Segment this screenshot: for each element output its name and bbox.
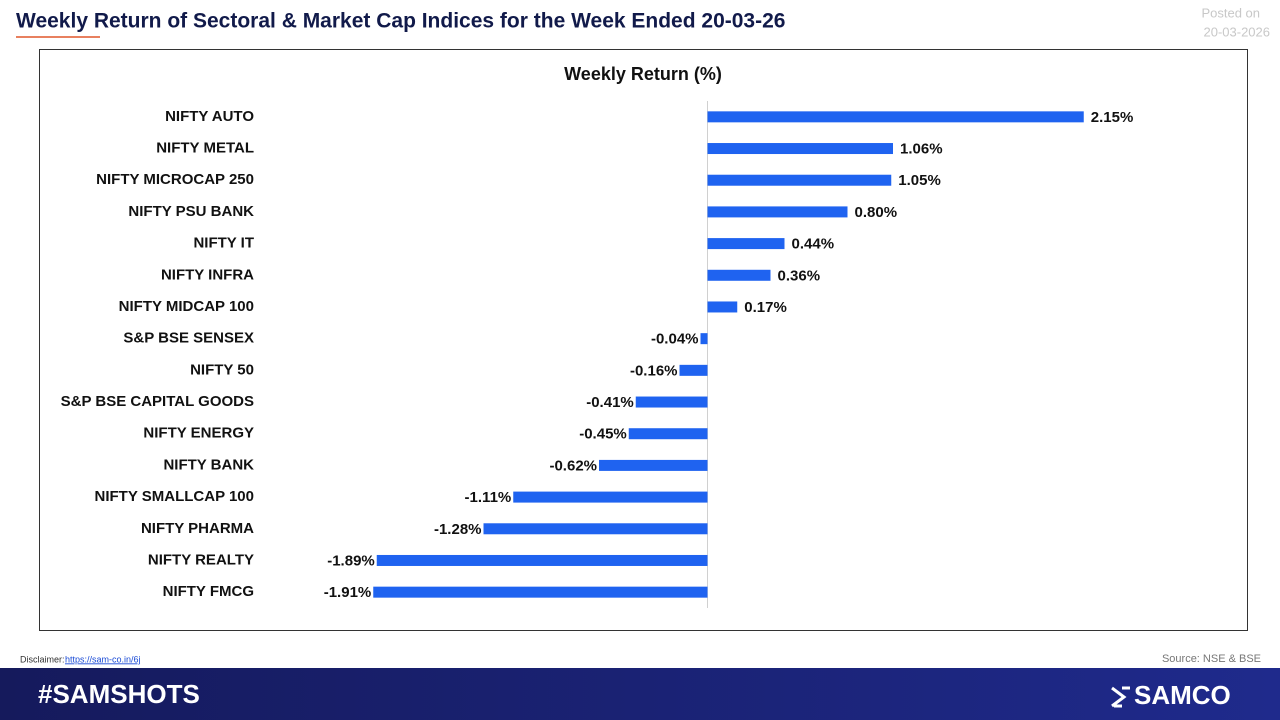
category-label: NIFTY PSU BANK bbox=[128, 203, 254, 220]
disclaimer: Disclaimer: bbox=[20, 654, 65, 664]
footer-bar bbox=[0, 668, 1280, 720]
plot: NIFTY AUTO 2.15% NIFTY METAL 1.06% NIFTY MIC… bbox=[61, 101, 1134, 608]
category-label: NIFTY INFRA bbox=[161, 266, 254, 283]
value-label: -0.45% bbox=[579, 426, 627, 443]
bar bbox=[483, 523, 708, 535]
brand-icon bbox=[1111, 686, 1130, 708]
value-label: -1.91% bbox=[324, 584, 372, 601]
value-label: 1.06% bbox=[900, 141, 943, 158]
posted-label: Posted on bbox=[1201, 5, 1260, 20]
category-label: NIFTY 50 bbox=[190, 361, 254, 378]
bar bbox=[707, 206, 848, 218]
bar bbox=[635, 396, 708, 408]
value-label: 1.05% bbox=[898, 172, 941, 189]
page-title: Weekly Return of Sectoral & Market Cap I… bbox=[16, 10, 785, 33]
category-label: NIFTY PHARMA bbox=[141, 520, 254, 537]
category-label: NIFTY ENERGY bbox=[143, 425, 254, 442]
value-label: 0.80% bbox=[855, 204, 898, 221]
value-label: -1.11% bbox=[465, 489, 512, 506]
category-label: S&P BSE SENSEX bbox=[123, 330, 254, 347]
value-label: -0.16% bbox=[630, 362, 678, 379]
bar bbox=[376, 554, 708, 566]
value-label: -1.89% bbox=[327, 552, 375, 569]
category-label: NIFTY MICROCAP 250 bbox=[96, 171, 254, 188]
bar bbox=[373, 586, 708, 598]
value-label: -0.62% bbox=[549, 457, 597, 474]
category-label: NIFTY BANK bbox=[163, 456, 254, 473]
bar bbox=[707, 238, 785, 250]
category-label: NIFTY AUTO bbox=[165, 108, 254, 125]
bar bbox=[599, 459, 708, 471]
brand: SAMCO bbox=[1134, 680, 1231, 710]
chart-title: Weekly Return (%) bbox=[564, 64, 722, 84]
category-label: NIFTY MIDCAP 100 bbox=[119, 298, 254, 315]
bar bbox=[707, 269, 771, 281]
bar bbox=[707, 111, 1084, 123]
category-label: NIFTY IT bbox=[193, 235, 254, 252]
bar bbox=[628, 428, 708, 440]
bar bbox=[707, 143, 893, 155]
value-label: 0.17% bbox=[744, 299, 787, 316]
value-label: -1.28% bbox=[434, 521, 482, 538]
value-label: -0.41% bbox=[586, 394, 634, 411]
hashtag: #SAMSHOTS bbox=[38, 679, 200, 709]
posted-date: 20-03-2026 bbox=[1204, 24, 1271, 39]
category-label: NIFTY SMALLCAP 100 bbox=[95, 488, 254, 505]
source: Source: NSE & BSE bbox=[1162, 653, 1261, 665]
category-label: NIFTY REALTY bbox=[148, 551, 254, 568]
bar bbox=[707, 301, 738, 313]
bar bbox=[700, 333, 708, 345]
category-label: NIFTY METAL bbox=[156, 140, 254, 157]
value-label: -0.04% bbox=[651, 331, 699, 348]
bar bbox=[679, 364, 708, 376]
chart-frame bbox=[39, 49, 1248, 631]
category-label: NIFTY FMCG bbox=[163, 583, 254, 600]
value-label: 2.15% bbox=[1091, 109, 1134, 126]
bar bbox=[707, 174, 892, 186]
disclaimer-link[interactable]: https://sam-co.in/6j bbox=[65, 654, 141, 664]
bar bbox=[513, 491, 708, 503]
value-label: 0.36% bbox=[778, 267, 821, 284]
category-label: S&P BSE CAPITAL GOODS bbox=[61, 393, 254, 410]
value-label: 0.44% bbox=[792, 236, 835, 253]
